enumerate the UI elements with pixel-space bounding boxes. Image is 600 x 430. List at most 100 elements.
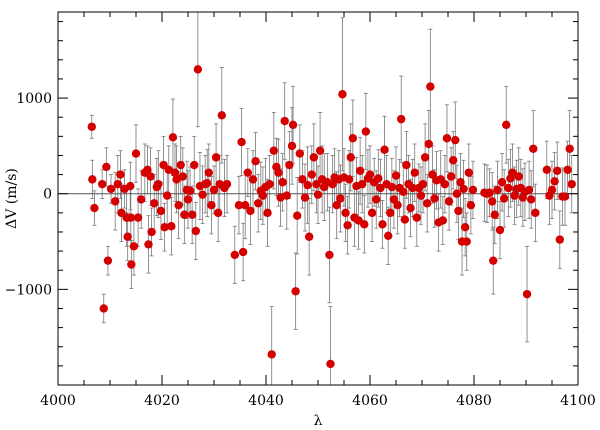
data-point: [406, 203, 415, 213]
data-point: [378, 220, 387, 229]
data-point: [183, 195, 193, 204]
data-point: [137, 195, 146, 204]
data-point: [440, 179, 450, 189]
data-point: [258, 191, 268, 200]
data-point: [464, 168, 473, 177]
data-point: [187, 210, 197, 219]
data-point: [399, 187, 408, 197]
data-point: [248, 175, 258, 184]
data-point: [298, 175, 307, 184]
data-point: [278, 178, 287, 187]
data-point: [174, 200, 183, 210]
data-point: [542, 165, 551, 175]
data-point: [426, 82, 435, 91]
data-point: [454, 206, 463, 216]
data-point: [102, 162, 111, 172]
data-point: [374, 174, 383, 183]
data-point: [131, 149, 141, 158]
data-point: [449, 156, 458, 165]
data-point: [560, 192, 570, 201]
data-point: [497, 178, 507, 187]
data-point: [456, 178, 465, 187]
data-point: [493, 185, 502, 195]
data-point: [499, 194, 509, 203]
axis-ticks: [57, 12, 579, 386]
data-point: [170, 168, 180, 177]
data-point: [380, 145, 389, 154]
data-point: [295, 149, 304, 158]
x-tick-label: 4080: [456, 393, 492, 409]
data-point: [410, 168, 419, 177]
data-point: [346, 153, 355, 162]
data-point: [444, 197, 454, 206]
x-tick-label: 4060: [352, 393, 388, 409]
data-point: [387, 182, 397, 192]
y-axis-label: ΔV (m/s): [4, 168, 20, 229]
data-point: [133, 213, 143, 222]
data-point: [418, 179, 428, 189]
data-point: [345, 175, 354, 184]
data-point: [372, 195, 381, 204]
data-point: [90, 203, 99, 213]
data-point: [488, 197, 497, 206]
data-point: [191, 226, 200, 236]
data-point: [126, 213, 135, 222]
x-tick-labels: 4000 4020 4040 4060 4080 4100: [40, 393, 596, 409]
data-point: [243, 168, 252, 177]
data-point: [416, 191, 426, 200]
y-tick-label: 0: [43, 187, 52, 203]
data-point: [397, 114, 406, 124]
x-tick-label: 4000: [40, 393, 76, 409]
data-point: [553, 166, 562, 175]
data-point: [207, 200, 216, 210]
data-point: [408, 183, 417, 193]
y-tick-labels: −1000 0 1000: [5, 91, 52, 298]
data-point: [376, 183, 385, 193]
x-axis-label: λ: [314, 413, 323, 429]
data-point: [367, 208, 377, 218]
data-point: [160, 222, 169, 232]
data-point: [423, 199, 432, 208]
data-point: [510, 191, 519, 200]
data-point: [291, 287, 300, 296]
data-point: [222, 179, 232, 189]
data-point: [87, 122, 97, 131]
data-point: [127, 260, 136, 269]
data-point: [309, 153, 319, 162]
data-point: [326, 359, 335, 369]
data-point: [391, 171, 401, 180]
data-point: [269, 146, 278, 155]
data-point: [98, 179, 107, 189]
data-point: [237, 137, 246, 147]
data-point: [167, 222, 176, 231]
data-point: [412, 213, 421, 222]
data-point: [430, 194, 439, 203]
data-point: [529, 144, 538, 153]
data-point: [280, 116, 289, 126]
data-point: [282, 191, 291, 200]
data-point: [462, 237, 471, 246]
data-point: [265, 179, 274, 189]
data-point: [180, 210, 189, 219]
data-point: [468, 185, 478, 195]
data-point: [203, 178, 212, 188]
data-point: [338, 90, 347, 99]
data-point: [442, 134, 452, 143]
data-point: [168, 133, 178, 142]
data-point: [246, 206, 255, 216]
data-point: [230, 250, 239, 260]
data-point: [251, 157, 260, 166]
data-point: [348, 134, 358, 143]
data-point: [332, 200, 341, 210]
data-point: [400, 215, 410, 224]
data-point: [355, 166, 365, 175]
x-tick-label: 4020: [144, 393, 180, 409]
data-point: [288, 120, 298, 130]
x-tick-label: 4040: [248, 393, 284, 409]
data-point: [123, 232, 132, 241]
data-point: [307, 170, 316, 179]
y-tick-label: −1000: [5, 282, 52, 298]
data-point: [313, 190, 323, 199]
data-point: [336, 194, 345, 203]
